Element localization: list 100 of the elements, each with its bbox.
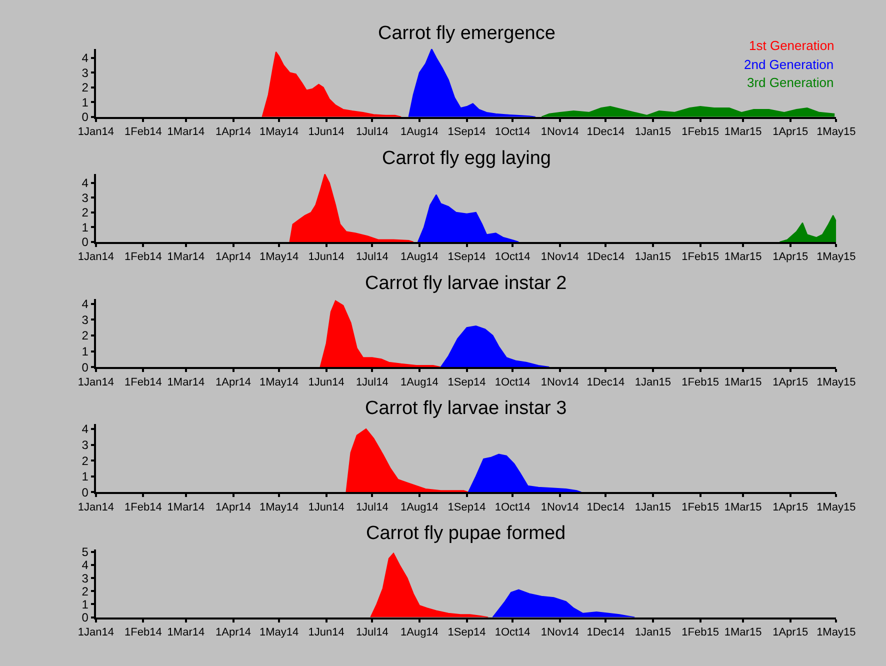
- y-tick-label: 2: [82, 206, 89, 220]
- x-tick-label: 1Dec14: [586, 376, 625, 388]
- y-tick-label: 5: [82, 545, 89, 560]
- x-tick-label: 1Oct14: [494, 626, 530, 638]
- y-tick-label: 0: [82, 360, 89, 374]
- x-tick-label: 1Mar14: [167, 126, 205, 138]
- x-tick-label: 1Jul14: [356, 376, 388, 388]
- x-tick-label: 1Aug14: [400, 126, 438, 138]
- y-tick-label: 1: [82, 597, 89, 612]
- x-tick-label: 1Sep14: [448, 126, 486, 138]
- chart-title: Carrot fly larvae instar 2: [365, 273, 567, 294]
- x-tick-label: 1Apr14: [216, 251, 251, 264]
- x-tick-label: 1May15: [816, 376, 856, 388]
- y-tick-label: 1: [82, 220, 89, 234]
- y-tick-label: 4: [82, 422, 89, 436]
- x-tick-label: 1Jul14: [356, 626, 388, 638]
- x-tick-label: 1Mar14: [167, 251, 205, 264]
- y-tick-label: 1: [82, 95, 89, 110]
- x-tick-label: 1Jan14: [78, 251, 114, 264]
- y-tick-label: 0: [82, 610, 89, 624]
- chart-title: Carrot fly emergence: [378, 23, 556, 44]
- x-tick-label: 1Jan14: [78, 626, 114, 638]
- x-tick-label: 1Mar15: [724, 251, 762, 264]
- x-tick-label: 1Apr14: [216, 501, 251, 514]
- x-tick-label: 1Jul14: [356, 126, 388, 138]
- x-tick-label: 1May15: [816, 251, 856, 264]
- y-tick-label: 4: [82, 558, 89, 572]
- series-label: 3rd Generation: [747, 75, 834, 90]
- x-tick-label: 1Jun14: [308, 376, 344, 388]
- y-tick-label: 0: [82, 235, 89, 250]
- chart-title: Carrot fly larvae instar 3: [365, 398, 567, 419]
- y-tick-label: 3: [82, 312, 89, 327]
- y-tick-label: 2: [82, 328, 89, 343]
- x-tick-label: 1May15: [816, 626, 856, 638]
- x-tick-label: 1Nov14: [540, 376, 579, 388]
- x-tick-label: 1Feb14: [124, 501, 162, 514]
- x-tick-label: 1Jan14: [78, 376, 114, 388]
- x-tick-label: 1Nov14: [540, 251, 579, 264]
- x-tick-label: 1Jan14: [78, 126, 114, 138]
- x-tick-label: 1Feb14: [124, 126, 162, 138]
- x-tick-label: 1Apr15: [772, 126, 808, 138]
- x-tick-label: 1Apr15: [772, 376, 808, 388]
- x-tick-label: 1Jun14: [308, 501, 344, 514]
- x-tick-label: 1Nov14: [540, 626, 579, 638]
- y-tick-label: 0: [82, 110, 89, 124]
- x-tick-label: 1Mar15: [724, 501, 762, 514]
- x-tick-label: 1Feb15: [682, 626, 719, 638]
- x-tick-label: 1Jan15: [634, 126, 672, 138]
- x-tick-label: 1Jan15: [634, 376, 672, 388]
- text: 1st Generation: [749, 38, 834, 53]
- x-tick-label: 1Jan15: [634, 251, 672, 264]
- y-tick-label: 4: [82, 297, 89, 312]
- x-tick-label: 1Mar15: [724, 376, 762, 388]
- y-tick-label: 3: [82, 66, 89, 80]
- x-tick-label: 1May14: [259, 626, 299, 638]
- x-tick-label: 1Dec14: [586, 126, 625, 138]
- x-tick-label: 1May14: [259, 376, 299, 388]
- x-tick-label: 1Aug14: [400, 626, 438, 638]
- x-tick-label: 1Mar14: [167, 626, 205, 638]
- x-tick-label: 1Feb14: [124, 626, 162, 638]
- x-tick-label: 1Apr15: [772, 501, 808, 514]
- text: 2nd Generation: [744, 57, 834, 72]
- x-tick-label: 1Sep14: [448, 626, 486, 638]
- x-tick-label: 1Aug14: [400, 376, 438, 388]
- x-tick-label: 1Dec14: [586, 501, 625, 514]
- x-tick-label: 1Jun14: [308, 126, 344, 138]
- x-tick-label: 1Sep14: [448, 501, 486, 514]
- y-tick-label: 3: [82, 571, 89, 586]
- y-tick-label: 2: [82, 454, 89, 468]
- x-tick-label: 1Oct14: [494, 251, 530, 264]
- y-tick-label: 1: [82, 344, 89, 358]
- x-tick-label: 1May14: [259, 501, 299, 514]
- x-tick-label: 1Apr15: [772, 626, 808, 638]
- x-tick-label: 1May14: [259, 126, 299, 138]
- x-tick-label: 1Dec14: [586, 626, 625, 638]
- y-tick-label: 2: [82, 584, 89, 598]
- x-tick-label: 1Feb14: [124, 251, 162, 264]
- x-tick-label: 1May15: [816, 126, 856, 138]
- x-tick-label: 1Feb15: [682, 251, 719, 264]
- y-tick-label: 3: [82, 190, 89, 205]
- x-tick-label: 1Dec14: [586, 251, 625, 264]
- x-tick-label: 1Apr14: [216, 376, 251, 388]
- x-tick-label: 1Jan15: [634, 501, 672, 514]
- x-tick-label: 1Feb15: [682, 376, 719, 388]
- y-tick-label: 4: [82, 176, 89, 190]
- chart-title: Carrot fly pupae formed: [366, 523, 566, 544]
- x-tick-label: 1Apr14: [216, 626, 251, 638]
- x-tick-label: 1Jun14: [308, 626, 344, 638]
- x-tick-label: 1Nov14: [540, 126, 579, 138]
- x-tick-label: 1Sep14: [448, 251, 486, 264]
- x-tick-label: 1Jun14: [308, 251, 344, 264]
- x-tick-label: 1May15: [816, 501, 856, 514]
- x-tick-label: 1Apr15: [772, 251, 808, 264]
- x-tick-label: 1Mar15: [724, 626, 762, 638]
- x-tick-label: 1Jul14: [356, 501, 388, 514]
- x-tick-label: 1Mar14: [167, 501, 205, 514]
- x-tick-label: 1Nov14: [540, 501, 579, 514]
- x-tick-label: 1May14: [259, 251, 299, 264]
- x-tick-label: 1Oct14: [494, 501, 530, 514]
- chart-title: Carrot fly egg laying: [382, 148, 551, 169]
